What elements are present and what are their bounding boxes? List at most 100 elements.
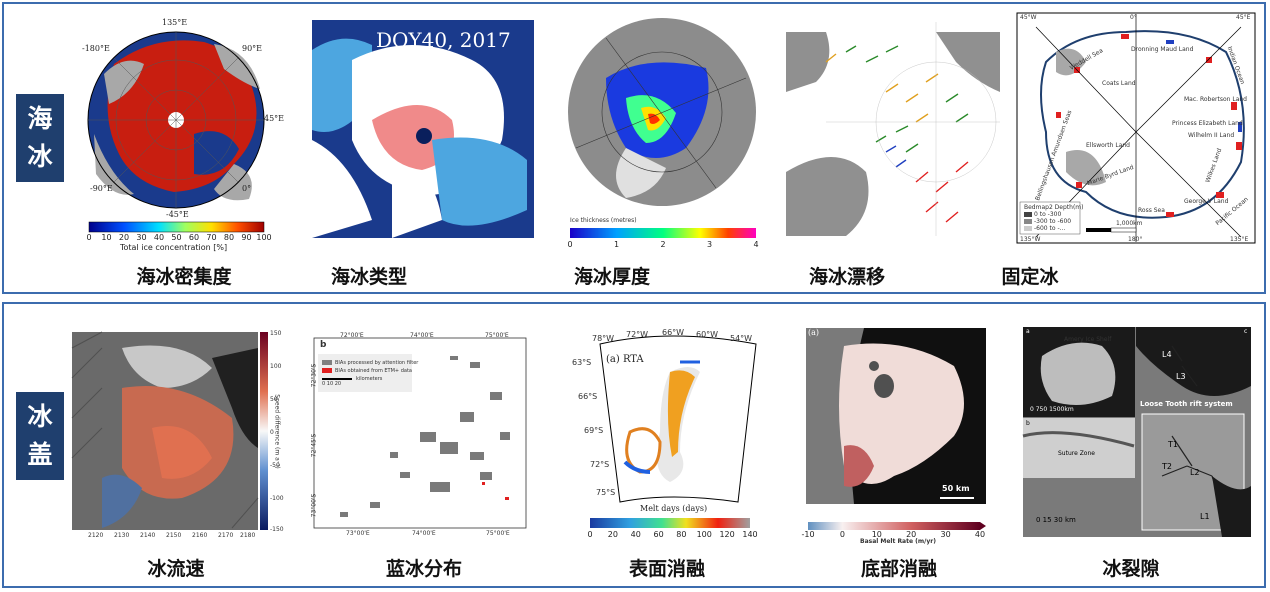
tick: 10 xyxy=(101,233,112,242)
ellsworth-label: Ellsworth Land xyxy=(1086,142,1130,149)
melt-left-tick: 63°S xyxy=(572,358,592,367)
mac-robertson-label: Mac. Robertson Land xyxy=(1184,96,1247,103)
melt-top-tick: 72°W xyxy=(626,330,649,339)
tick: 70 xyxy=(206,233,217,242)
tick: 120 xyxy=(719,530,735,539)
rift-t1: T1 xyxy=(1168,440,1178,449)
tick: 40 xyxy=(974,530,986,539)
tick: 10 xyxy=(871,530,882,539)
coats-label: Coats Land xyxy=(1102,80,1136,87)
sea-ice-tag: 海冰 xyxy=(16,94,64,182)
legend-3: -600 to -... xyxy=(1034,225,1066,232)
melt-panel-label: (a) RTA xyxy=(606,354,644,365)
melt-top-tick: 54°W xyxy=(730,334,753,343)
blue-ice-bottom-tick: 74°00'E xyxy=(412,530,436,537)
rift-label-b: b xyxy=(1026,420,1030,427)
thickness-map xyxy=(568,18,756,238)
surface-melt-map xyxy=(590,335,757,528)
tick: 30 xyxy=(940,530,951,539)
velocity-xtick: 2180 xyxy=(240,532,256,539)
melt-left-tick: 66°S xyxy=(578,392,598,401)
ice-type-map xyxy=(312,20,534,238)
tick: 60 xyxy=(653,530,664,539)
velocity-ytick: 50 xyxy=(270,396,278,403)
fast-ice-lon-bc: 180° xyxy=(1128,236,1143,243)
tick: 100 xyxy=(696,530,712,539)
blue-ice-bottom-tick: 75°00'E xyxy=(486,530,510,537)
velocity-ytick: -150 xyxy=(270,526,284,533)
thickness-cbar-label: Ice thickness (metres) xyxy=(570,217,637,224)
ice-thickness-figure: Ice thickness (metres) 0 1 2 3 4 xyxy=(566,18,760,252)
ice-sheet-tag: 冰盖 xyxy=(16,392,64,480)
velocity-ytick: -50 xyxy=(270,462,280,469)
rift-t2: T2 xyxy=(1162,462,1172,471)
surface-melt-figure: 78°W 72°W 66°W 60°W 54°W 63°S 66°S 69°S … xyxy=(570,328,770,548)
velocity-xtick: 2120 xyxy=(88,532,104,539)
tick: 90 xyxy=(241,233,252,242)
velocity-map xyxy=(71,331,268,530)
velocity-xtick: 2130 xyxy=(114,532,130,539)
rift-label-c: c xyxy=(1244,328,1248,335)
tick: 20 xyxy=(118,233,130,242)
rift-scale-c: 0 15 30 km xyxy=(1036,516,1076,524)
velocity-ytick: 0 xyxy=(270,429,274,436)
caption-ice-type: 海冰类型 xyxy=(330,266,408,288)
blue-ice-top-tick: 74°00'E xyxy=(410,332,434,339)
lon-label-bottom: -45°E xyxy=(166,210,189,219)
tick: 1 xyxy=(613,240,620,249)
tick: 3 xyxy=(706,240,713,249)
velocity-xtick: 2150 xyxy=(166,532,182,539)
blue-ice-figure: b 72°00'E 74°00'E 75°00'E 73°00'E 74°00'… xyxy=(310,332,532,538)
blue-ice-left-tick: 72°45'S xyxy=(310,433,318,458)
princess-label: Princess Elizabeth Land xyxy=(1172,120,1243,127)
melt-cbar-label: Melt days (days) xyxy=(640,504,708,513)
blue-ice-bottom-tick: 73°00'E xyxy=(346,530,370,537)
blue-ice-top-tick: 72°00'E xyxy=(340,332,364,339)
melt-left-tick: 69°S xyxy=(584,426,604,435)
fast-ice-figure: 45°W 0° 45°E 135°W 180° 135°E Weddell Se… xyxy=(1016,12,1256,244)
blue-ice-legend-1: BIAs processed by attention filter xyxy=(335,360,419,366)
tick: 20 xyxy=(607,530,618,539)
fast-ice-map xyxy=(1016,12,1256,244)
fast-ice-lon-tl: 45°W xyxy=(1020,14,1037,21)
fast-ice-lon-tc: 0° xyxy=(1130,14,1137,21)
lon-label-right2: 45°E xyxy=(264,114,285,123)
sea-ice-panel: 海冰 135°E - xyxy=(2,2,1266,294)
legend-title: Bedmap2 Depth(m) xyxy=(1024,204,1084,211)
tick: 0 xyxy=(567,240,573,249)
rift-scale-a: 0 750 1500km xyxy=(1030,406,1074,413)
blue-ice-left-tick: 73°00'S xyxy=(310,493,318,518)
concentration-cbar-label: Total ice concentration [%] xyxy=(120,243,228,252)
basal-cbar-label: Basal Melt Rate (m/yr) xyxy=(860,538,936,545)
velocity-ytick: -100 xyxy=(270,495,284,502)
rift-l3: L3 xyxy=(1176,372,1186,381)
loose-tooth-label: Loose Tooth rift system xyxy=(1140,400,1233,408)
lon-label-left: -180°E xyxy=(82,44,110,53)
tick: 20 xyxy=(906,530,917,539)
blue-ice-legend-scale: 0 10 20 xyxy=(322,381,342,387)
velocity-xtick: 2160 xyxy=(192,532,208,539)
fast-ice-lon-tr: 45°E xyxy=(1236,14,1251,21)
rift-figure: a b c Amery Ice Shelf 0 750 1500km Loose… xyxy=(1022,326,1252,538)
concentration-map xyxy=(87,31,265,233)
melt-left-tick: 75°S xyxy=(596,488,616,497)
rift-l2: L2 xyxy=(1190,468,1200,477)
amery-label: Amery Ice Shelf xyxy=(1064,336,1112,343)
caption-basal-melt: 底部消融 xyxy=(860,558,938,580)
tick: 80 xyxy=(223,233,235,242)
wilhelm-label: Wilhelm II Land xyxy=(1188,132,1235,139)
rift-l1: L1 xyxy=(1200,512,1210,521)
tick: 50 xyxy=(171,233,182,242)
melt-top-tick: 78°W xyxy=(592,334,615,343)
blue-ice-legend-unit: kilometers xyxy=(356,376,383,382)
tick: 4 xyxy=(753,240,759,249)
caption-surface-melt: 表面消融 xyxy=(628,558,706,580)
tick: 140 xyxy=(742,530,758,539)
velocity-xtick: 2170 xyxy=(218,532,234,539)
blue-ice-map xyxy=(313,337,527,529)
suture-label: Suture Zone xyxy=(1058,450,1095,457)
fast-ice-lon-bl: 135°W xyxy=(1020,236,1041,243)
drift-map xyxy=(786,22,1000,236)
velocity-ytick: 150 xyxy=(270,330,282,337)
melt-top-tick: 66°W xyxy=(662,328,685,337)
